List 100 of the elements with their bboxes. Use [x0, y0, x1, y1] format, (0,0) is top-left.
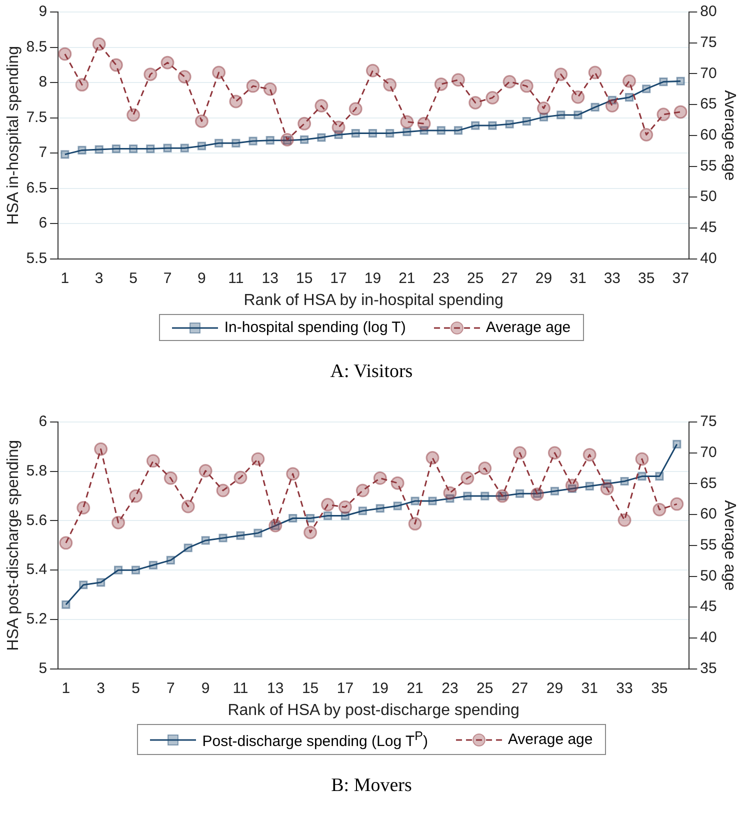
y2-axis-title: Average age: [720, 500, 738, 591]
y-tick-label: 5.8: [26, 462, 48, 480]
point: [214, 138, 224, 148]
point: [400, 115, 414, 129]
x-tick-label: 13: [267, 680, 284, 697]
point: [198, 464, 212, 478]
point: [129, 144, 138, 154]
point: [128, 489, 142, 503]
point: [314, 99, 328, 113]
point: [181, 500, 195, 514]
point: [426, 451, 440, 465]
point: [373, 471, 387, 485]
point: [232, 138, 240, 148]
point: [248, 136, 258, 146]
point: [622, 74, 636, 88]
point: [280, 132, 294, 146]
y2-tick-label: 75: [700, 34, 717, 51]
x-tick-label: 11: [228, 270, 244, 287]
x-tick-label: 5: [132, 680, 140, 697]
point: [554, 68, 568, 82]
point: [383, 78, 397, 92]
y-tick-label: 7: [38, 144, 48, 162]
point: [635, 452, 649, 466]
point: [263, 82, 277, 96]
point: [451, 73, 465, 87]
x-tick-label: 21: [406, 680, 424, 697]
y-axis-title: HSA in-hospital spending: [5, 46, 22, 225]
point: [234, 470, 248, 484]
point: [486, 91, 500, 105]
point: [537, 102, 550, 115]
point: [323, 512, 332, 520]
point: [368, 129, 378, 138]
point: [605, 99, 619, 113]
point: [254, 528, 262, 538]
point: [434, 77, 448, 91]
point: [505, 120, 514, 128]
point: [351, 129, 360, 138]
x-tick-label: 31: [581, 680, 598, 697]
point: [417, 116, 431, 130]
point: [428, 496, 437, 506]
point: [268, 518, 282, 532]
x-tick-label: 19: [372, 680, 388, 697]
point: [410, 496, 420, 506]
point: [131, 566, 140, 574]
y2-tick-label: 65: [700, 96, 717, 113]
point: [218, 534, 228, 542]
point: [513, 446, 527, 460]
point: [659, 78, 668, 86]
y2-tick-label: 40: [700, 250, 717, 267]
y2-tick-label: 35: [700, 660, 717, 677]
point: [288, 514, 298, 523]
text: A: Visitors: [329, 361, 414, 383]
x-tick-label: 9: [198, 270, 206, 287]
point: [266, 136, 274, 145]
point: [672, 440, 682, 448]
point: [471, 121, 480, 130]
point: [358, 506, 367, 516]
y2-tick-label: 45: [700, 598, 717, 616]
x-tick-label: 25: [466, 270, 484, 287]
point: [197, 142, 206, 150]
x-tick-label: 11: [232, 680, 248, 697]
x-tick-label: 1: [60, 270, 70, 287]
x-tick-label: 21: [398, 270, 416, 287]
point: [306, 514, 315, 523]
y2-tick-label: 40: [700, 629, 717, 646]
point: [114, 566, 123, 574]
x-tick-label: 27: [511, 680, 528, 697]
point: [582, 448, 596, 462]
point: [75, 78, 89, 92]
point: [480, 492, 490, 500]
point: [436, 126, 446, 135]
y2-tick-label: 45: [700, 219, 717, 236]
y-tick-label: 5: [38, 660, 48, 677]
point: [229, 94, 243, 108]
y2-tick-label: 65: [700, 474, 717, 492]
point: [163, 144, 172, 152]
point: [556, 110, 566, 120]
point: [454, 126, 463, 135]
point: [304, 526, 318, 540]
y-tick-label: 8: [38, 74, 48, 91]
point: [588, 66, 602, 80]
y-tick-label: 6.5: [26, 179, 48, 196]
point: [460, 471, 474, 485]
point: [516, 489, 524, 498]
point: [194, 114, 208, 128]
y2-tick-label: 75: [700, 413, 717, 430]
x-tick-label: 25: [476, 680, 494, 697]
point: [92, 37, 106, 51]
point: [642, 84, 651, 94]
x-tick-label: 15: [296, 270, 313, 287]
point: [148, 560, 158, 570]
point: [79, 580, 88, 590]
point: [652, 502, 666, 516]
x-tick-label: 19: [364, 270, 382, 287]
x-tick-label: 35: [651, 680, 668, 697]
x-tick-label: 31: [570, 270, 586, 287]
x-tick-label: 23: [442, 680, 458, 697]
point: [590, 102, 600, 112]
x-tick-label: 1: [62, 680, 70, 697]
y2-tick-label: 70: [700, 64, 717, 82]
